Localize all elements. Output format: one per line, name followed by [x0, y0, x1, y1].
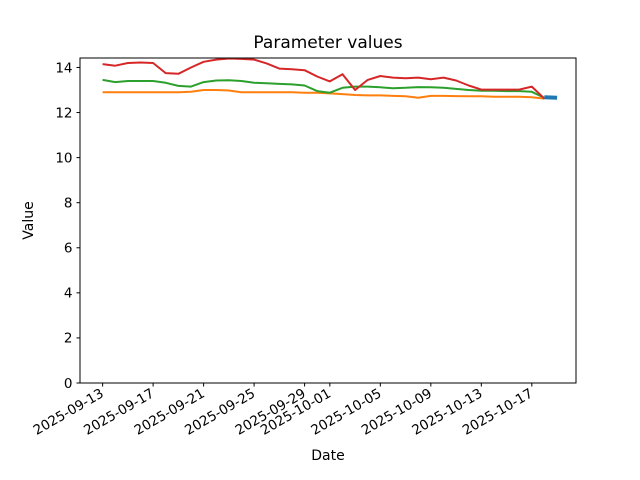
y-tick-label: 6 [64, 241, 73, 257]
y-tick-label: 10 [55, 150, 72, 166]
y-tick-label: 8 [64, 195, 73, 211]
y-tick-label: 12 [55, 105, 72, 121]
y-tick-label: 4 [64, 286, 73, 302]
series-orange-line [102, 89, 545, 100]
axes-spines [79, 57, 577, 384]
y-axis-label: Value [21, 201, 37, 239]
series-blue-line [544, 95, 558, 100]
y-tick-label: 0 [64, 376, 73, 392]
series-green-line [102, 78, 545, 99]
chart-title: Parameter values [253, 33, 402, 53]
x-axis-label: Date [311, 448, 344, 464]
series-red-line [102, 57, 546, 100]
y-tick-label: 14 [55, 60, 72, 76]
y-tick-label: 2 [64, 331, 73, 347]
plot-area: 024681012142025-09-132025-09-172025-09-2… [31, 57, 577, 439]
